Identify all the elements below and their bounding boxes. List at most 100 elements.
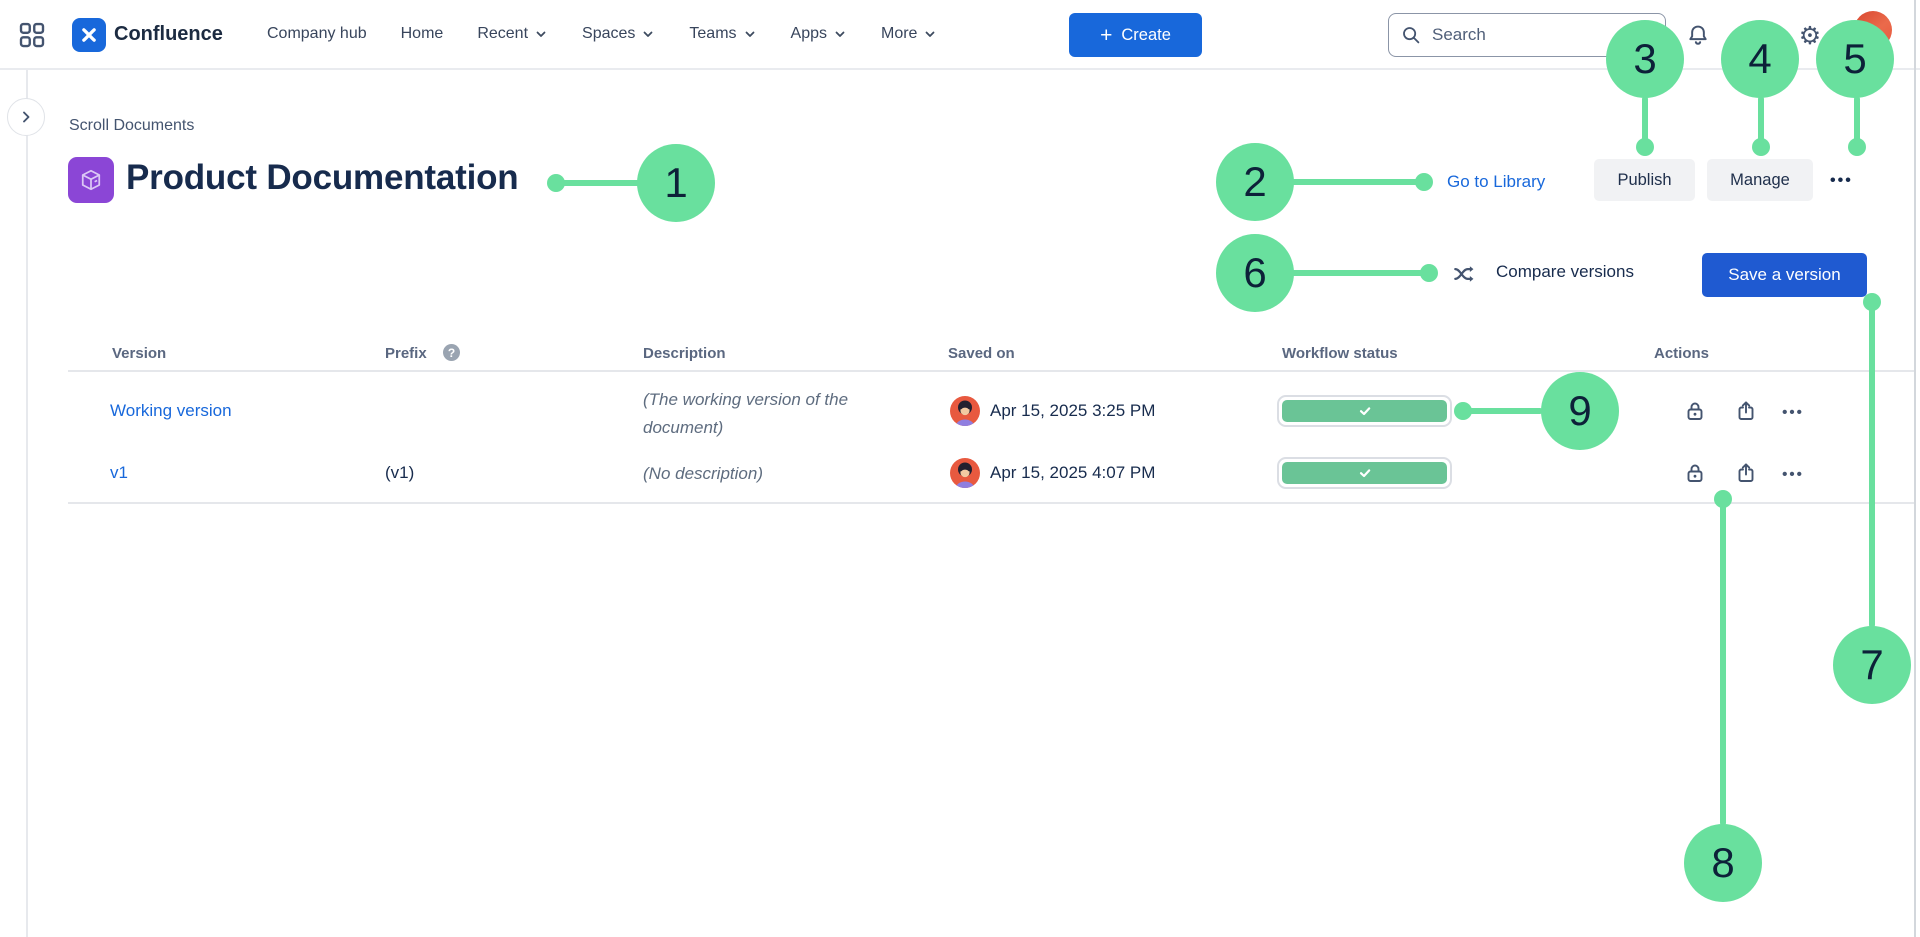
nav-item-recent[interactable]: Recent <box>477 25 548 43</box>
check-icon <box>1357 403 1373 419</box>
manage-button[interactable]: Manage <box>1707 159 1813 201</box>
export-version-button[interactable] <box>1731 458 1761 488</box>
compare-versions-icon <box>1452 261 1478 287</box>
notifications-button[interactable] <box>1682 19 1714 51</box>
settings-button[interactable]: ⚙ <box>1794 19 1826 51</box>
app-grid-icon <box>17 20 47 50</box>
export-version-button[interactable] <box>1731 396 1761 426</box>
search-icon <box>1401 25 1421 45</box>
version-link[interactable]: v1 <box>110 463 128 482</box>
workflow-status-bar[interactable] <box>1277 395 1452 427</box>
callout-circle-6: 6 <box>1216 234 1294 312</box>
callout-line-9 <box>1463 408 1543 414</box>
callout-dot-5 <box>1848 138 1866 156</box>
saved-on-timestamp: Apr 15, 2025 3:25 PM <box>990 401 1156 420</box>
column-header-actions: Actions <box>1654 345 1710 362</box>
more-horizontal-icon: ••• <box>1782 403 1804 421</box>
chevron-right-icon <box>18 109 34 125</box>
check-icon <box>1357 465 1373 481</box>
avatar <box>950 458 980 488</box>
version-description: (No description) <box>643 464 763 483</box>
callout-line-4 <box>1758 96 1764 149</box>
chevron-down-icon <box>534 27 548 41</box>
row-more-actions-button[interactable]: ••• <box>1778 459 1808 489</box>
share-export-icon <box>1734 461 1758 485</box>
callout-line-3 <box>1642 96 1648 149</box>
plus-icon: + <box>1100 23 1113 47</box>
callout-circle-3: 3 <box>1606 20 1684 98</box>
nav-item-teams[interactable]: Teams <box>689 25 756 43</box>
gear-icon: ⚙ <box>1798 20 1822 50</box>
version-link[interactable]: Working version <box>110 401 232 420</box>
window-right-edge <box>1914 0 1916 937</box>
callout-line-5 <box>1854 96 1860 149</box>
chevron-down-icon <box>923 27 937 41</box>
lock-icon <box>1683 399 1707 423</box>
version-description: (The working version of the document) <box>643 390 849 437</box>
expand-sidebar-button[interactable] <box>7 98 45 136</box>
callout-dot-6 <box>1420 264 1438 282</box>
callout-circle-5: 5 <box>1816 20 1894 98</box>
lock-version-button[interactable] <box>1680 458 1710 488</box>
workflow-status-approved <box>1282 462 1447 484</box>
callout-circle-4: 4 <box>1721 20 1799 98</box>
table-bottom-divider <box>68 502 1914 504</box>
callout-dot-8 <box>1714 490 1732 508</box>
app-switcher-button[interactable] <box>16 19 48 51</box>
column-header-saved-on: Saved on <box>948 345 1015 362</box>
lock-version-button[interactable] <box>1680 396 1710 426</box>
help-icon[interactable]: ? <box>443 344 460 361</box>
page-title: Product Documentation <box>126 158 519 197</box>
row-more-actions-button[interactable]: ••• <box>1778 397 1808 427</box>
callout-dot-9 <box>1454 402 1472 420</box>
saved-on-timestamp: Apr 15, 2025 4:07 PM <box>990 463 1156 482</box>
callout-circle-1: 1 <box>637 144 715 222</box>
callout-line-6 <box>1290 270 1429 276</box>
bell-icon <box>1685 22 1711 48</box>
lock-icon <box>1683 461 1707 485</box>
go-to-library-link[interactable]: Go to Library <box>1447 172 1546 191</box>
more-actions-button[interactable]: ••• <box>1830 172 1853 189</box>
breadcrumb[interactable]: Scroll Documents <box>69 117 195 134</box>
save-a-version-button[interactable]: Save a version <box>1702 253 1867 297</box>
callout-circle-7: 7 <box>1833 626 1911 704</box>
chevron-down-icon <box>641 27 655 41</box>
callout-circle-2: 2 <box>1216 143 1294 221</box>
workflow-status-approved <box>1282 400 1447 422</box>
document-package-icon <box>68 157 114 203</box>
brand-name: Confluence <box>114 23 223 45</box>
sidebar-divider <box>26 70 28 937</box>
workflow-status-bar[interactable] <box>1277 457 1452 489</box>
column-header-description: Description <box>643 345 726 362</box>
create-button[interactable]: + Create <box>1069 13 1202 57</box>
search-input[interactable] <box>1430 24 1614 46</box>
callout-line-7 <box>1869 302 1875 628</box>
nav-item-company-hub[interactable]: Company hub <box>267 25 367 42</box>
nav-item-spaces[interactable]: Spaces <box>582 25 655 43</box>
callout-dot-7 <box>1863 293 1881 311</box>
confluence-logo-icon[interactable] <box>72 18 106 52</box>
nav-item-apps[interactable]: Apps <box>791 25 847 43</box>
callout-dot-4 <box>1752 138 1770 156</box>
nav-item-home[interactable]: Home <box>400 25 444 42</box>
nav-item-more[interactable]: More <box>881 25 937 43</box>
table-header-divider <box>68 370 1914 372</box>
avatar <box>950 396 980 426</box>
callout-line-1 <box>556 180 641 186</box>
column-header-workflow-status: Workflow status <box>1282 345 1398 362</box>
column-header-prefix: Prefix <box>385 345 427 362</box>
callout-line-8 <box>1720 499 1726 826</box>
callout-dot-2 <box>1415 173 1433 191</box>
callout-circle-8: 8 <box>1684 824 1762 902</box>
chevron-down-icon <box>833 27 847 41</box>
compare-versions-button[interactable]: Compare versions <box>1496 262 1634 281</box>
version-prefix: (v1) <box>385 463 415 482</box>
callout-circle-9: 9 <box>1541 372 1619 450</box>
publish-button[interactable]: Publish <box>1594 159 1695 201</box>
callout-line-2 <box>1290 179 1424 185</box>
callout-dot-3 <box>1636 138 1654 156</box>
more-horizontal-icon: ••• <box>1782 465 1804 483</box>
share-export-icon <box>1734 399 1758 423</box>
column-header-version: Version <box>112 345 167 362</box>
